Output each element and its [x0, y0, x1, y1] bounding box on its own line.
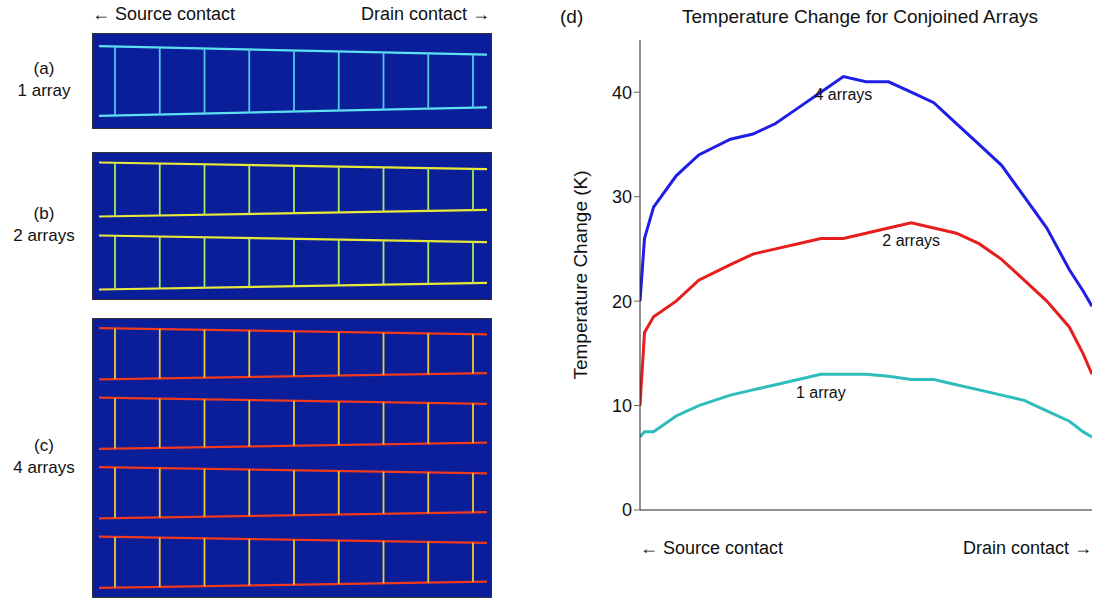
- svg-text:0: 0: [622, 500, 632, 520]
- html-text:(d): (d): [560, 6, 584, 27]
- html-text:(b): (b): [33, 204, 55, 223]
- html-text:← Source contact: ← Source contact: [640, 538, 784, 558]
- svg-text:2 arrays: 2 arrays: [882, 232, 940, 249]
- svg-text:20: 20: [612, 292, 632, 312]
- svg-text:30: 30: [612, 187, 632, 207]
- svg-text:1 array: 1 array: [796, 384, 846, 401]
- svg-text:10: 10: [612, 396, 632, 416]
- html-text:Drain contact →: Drain contact →: [962, 538, 1092, 558]
- html-text:Drain contact →: Drain contact →: [360, 4, 490, 24]
- html-text:(a): (a): [33, 59, 55, 78]
- svg-text:Temperature Change (K): Temperature Change (K): [570, 170, 591, 379]
- svg-text:4 arrays: 4 arrays: [815, 86, 873, 103]
- svg-text:40: 40: [612, 83, 632, 103]
- html-text:4 arrays: 4 arrays: [13, 458, 75, 477]
- html-text:1 array: 1 array: [17, 81, 71, 100]
- html-text:(c): (c): [34, 436, 54, 455]
- html-text:← Source contact: ← Source contact: [92, 4, 236, 24]
- html-text:Temperature Change for Conjoin: Temperature Change for Conjoined Arrays: [682, 6, 1038, 27]
- html-text:2 arrays: 2 arrays: [13, 226, 75, 245]
